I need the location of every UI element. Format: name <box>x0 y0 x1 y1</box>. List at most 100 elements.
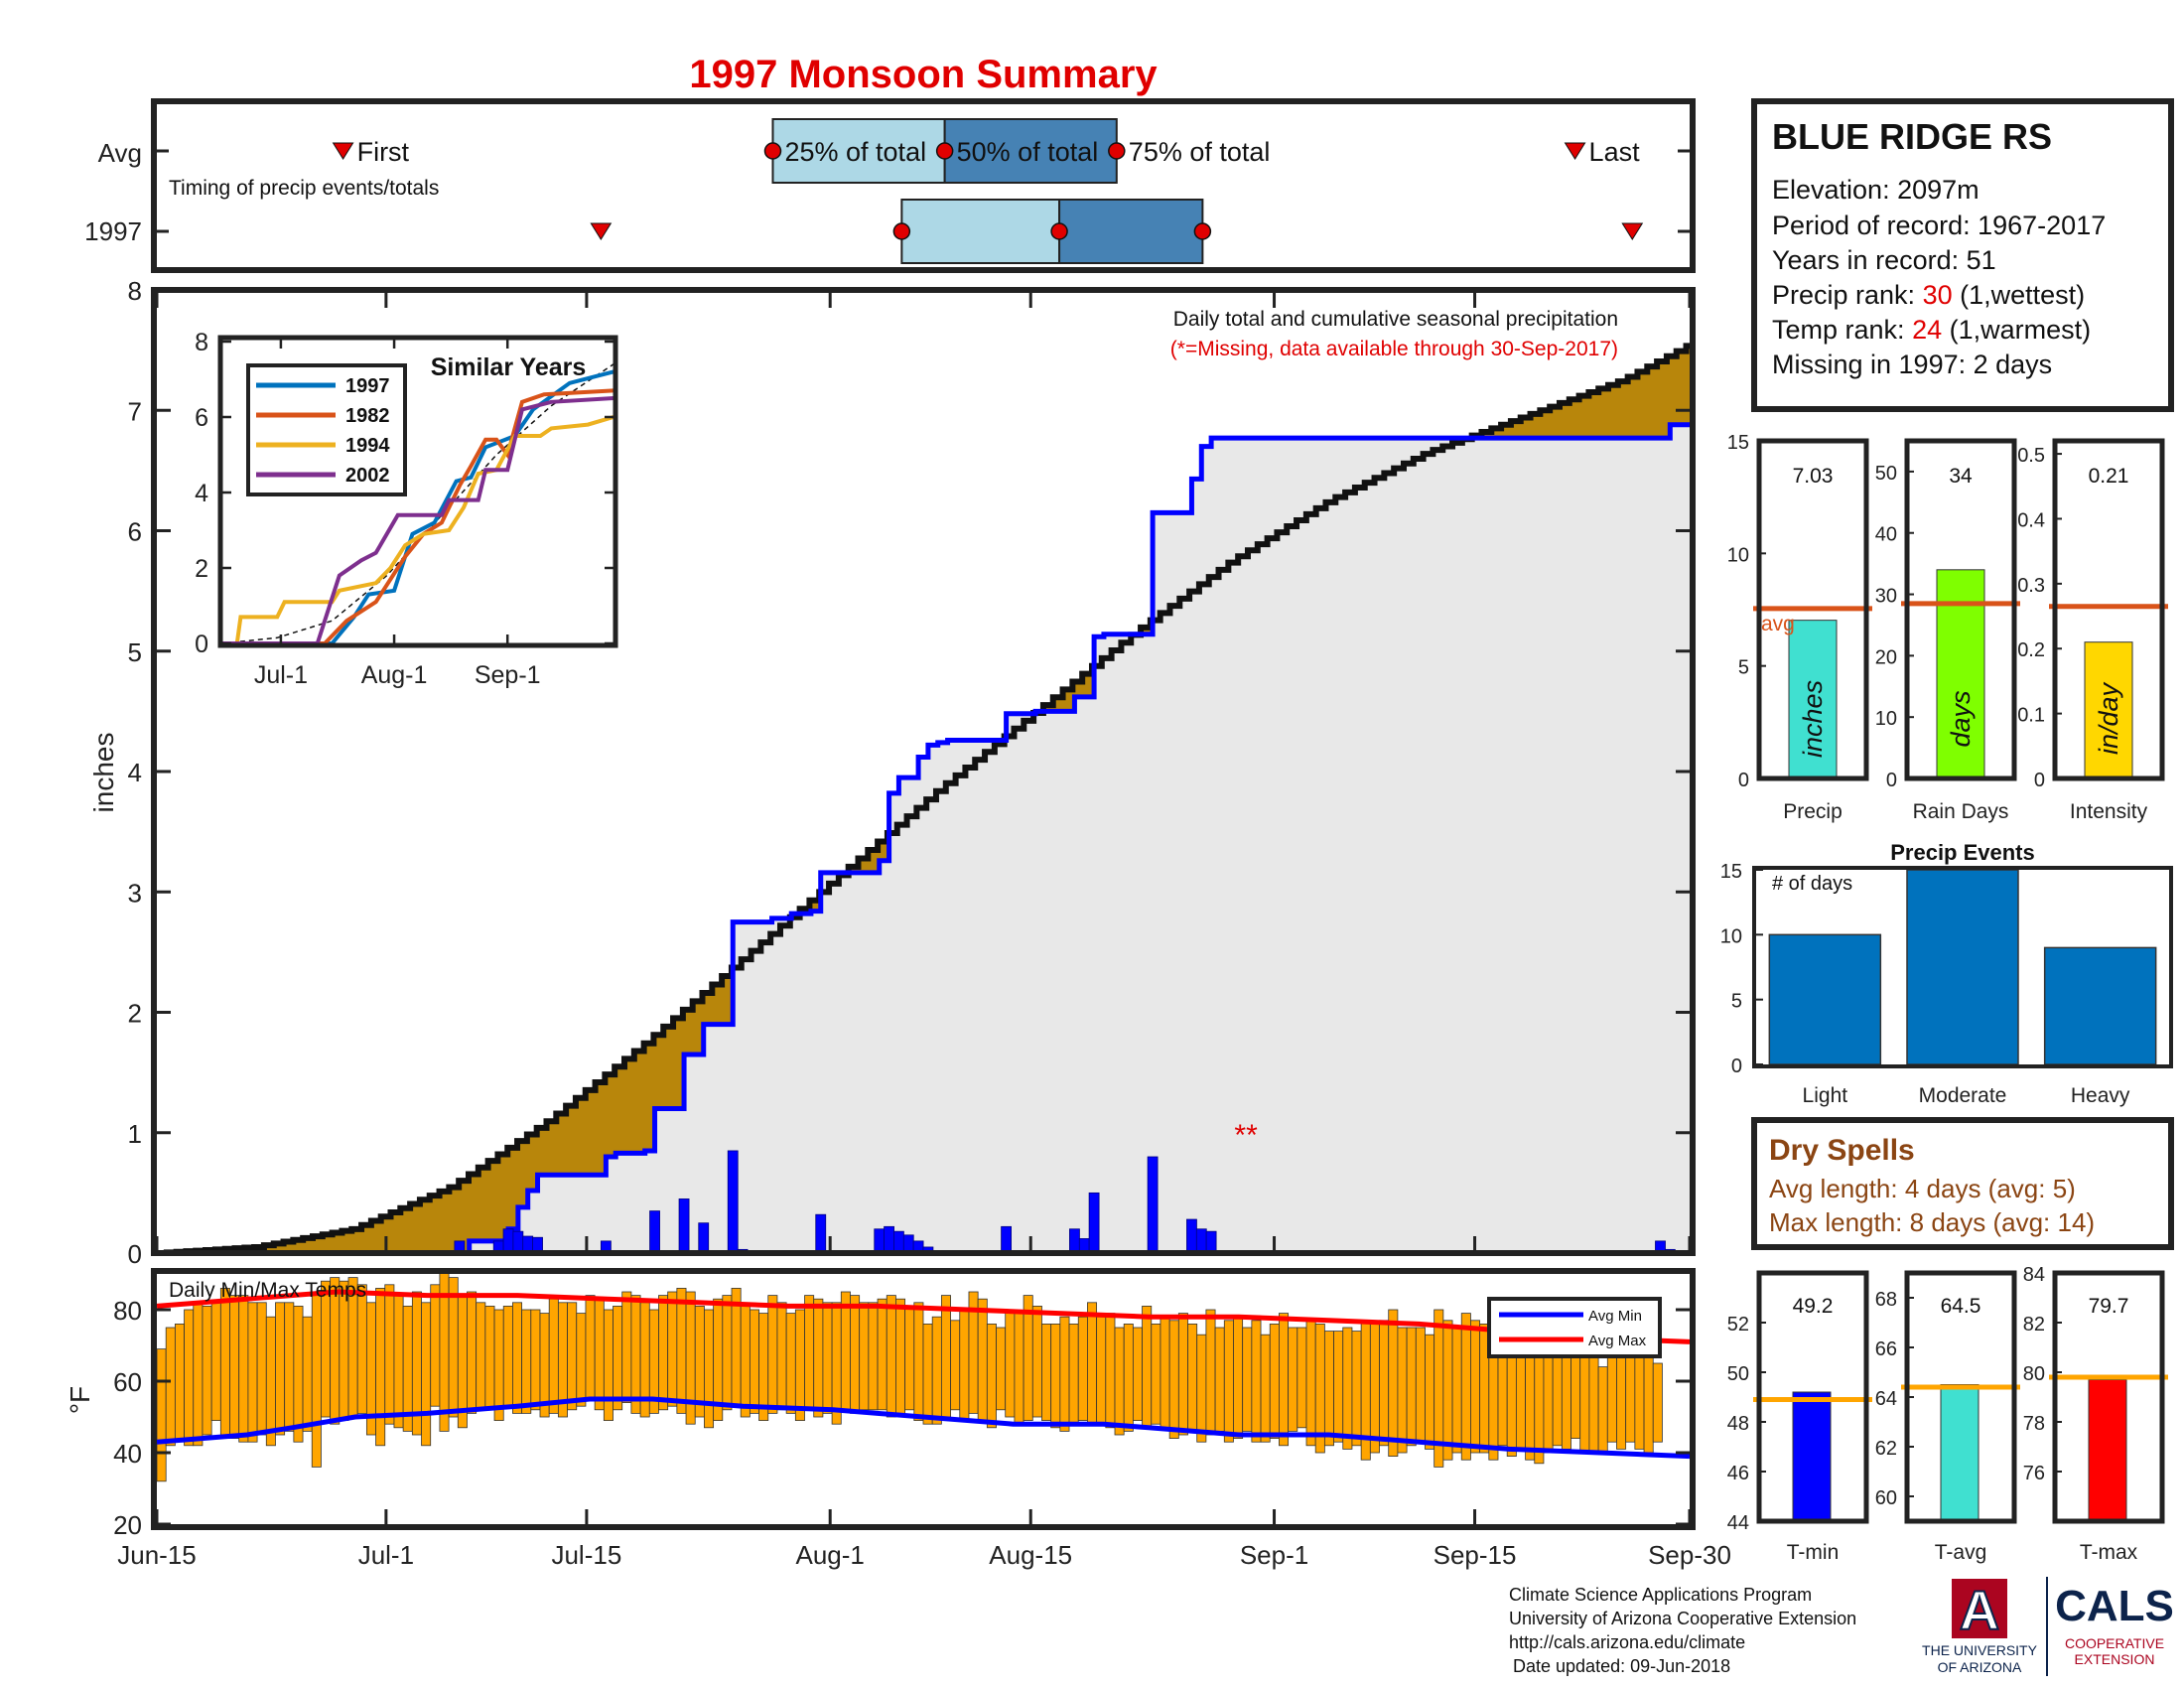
temp-summary-bar-2 <box>2088 1379 2127 1522</box>
season-label-1: Rain Days <box>1913 800 2009 823</box>
temp-summary-ytick-label-0-3: 50 <box>1727 1363 1749 1385</box>
date-tick-label-0: Jun-15 <box>117 1540 197 1570</box>
temp-range-bar-133 <box>1369 1324 1380 1454</box>
temp-range-bar-6 <box>210 1302 221 1422</box>
temp-range-bar-2 <box>174 1324 185 1443</box>
timing-1997-q25-dot <box>892 222 911 240</box>
temp-range-bar-65 <box>749 1309 759 1414</box>
station-years: Years in record: 51 <box>1772 245 1996 275</box>
daily-precip-bar-27 <box>1088 1192 1100 1254</box>
temp-range-bar-33 <box>457 1295 468 1429</box>
inset-ytick-label-4: 4 <box>195 480 208 507</box>
season-ytick-label-0-3: 15 <box>1727 432 1749 454</box>
footer-line-2: University of Arizona Cooperative Extens… <box>1509 1609 1856 1628</box>
temp-range-bar-57 <box>676 1288 687 1414</box>
temp-range-bar-1 <box>165 1327 176 1447</box>
temp-summary-label-2: T-max <box>2080 1541 2138 1564</box>
station-precip-rank: Precip rank: 30 (1,wettest) <box>1772 280 2085 310</box>
temp-range-bar-130 <box>1342 1327 1353 1450</box>
temp-range-bar-142 <box>1451 1327 1462 1454</box>
avg-max-temp-line <box>156 1289 1691 1344</box>
temp-range-bar-122 <box>1269 1324 1280 1440</box>
cals-logo-line-2: EXTENSION <box>2075 1651 2155 1667</box>
missing-data-marker: ** <box>1234 1119 1258 1152</box>
timing-avg-q50-q75-box <box>943 118 1118 184</box>
footer: Climate Science Applications Program Uni… <box>1509 1585 1856 1676</box>
inset-lines-layer: 0 2 4 6 8 Jul-1 Aug-1 Sep-1 <box>195 329 614 689</box>
temp-range-bar-99 <box>1059 1316 1070 1432</box>
temp-summary-ytick-label-2-0: 76 <box>2023 1463 2045 1484</box>
season-ytick-label-1-4: 40 <box>1875 524 1897 546</box>
dry-spells-box: Dry Spells Avg length: 4 days (avg: 5) M… <box>1751 1117 2174 1250</box>
temp-range-bar-110 <box>1160 1316 1170 1429</box>
avg-min-temp-line <box>156 1396 1691 1460</box>
temp-range-bar-143 <box>1460 1313 1471 1461</box>
temps-ytick-label-60: 60 <box>113 1367 142 1397</box>
season-ytick-label-1-3: 30 <box>1875 586 1897 608</box>
temp-range-bar-71 <box>804 1295 815 1411</box>
temp-range-bar-32 <box>448 1277 459 1418</box>
temp-range-bar-100 <box>1068 1324 1079 1425</box>
timing-avg-last-marker <box>1564 142 1586 160</box>
season-value-2: 0.21 <box>2089 465 2129 488</box>
station-elevation: Elevation: 2097m <box>1772 175 1979 205</box>
temp-range-bar-9 <box>238 1295 249 1443</box>
inset-series-line-1994 <box>222 415 614 645</box>
temp-range-bar-84 <box>922 1324 933 1425</box>
temp-range-bar-131 <box>1351 1331 1362 1447</box>
timing-avg-q75-label: 75% of total <box>1129 137 1271 167</box>
temp-range-bar-4 <box>193 1302 204 1447</box>
timing-1997-q75-dot <box>1193 222 1212 240</box>
season-ytick-label-2-4: 0.4 <box>2017 509 2045 531</box>
temp-range-bar-137 <box>1406 1327 1417 1447</box>
cals-logo: CALS COOPERATIVE EXTENSION <box>2055 1582 2174 1667</box>
inset-ytick-label-6: 6 <box>195 404 208 432</box>
temp-range-bar-117 <box>1223 1320 1234 1443</box>
timing-row-label-avg: Avg <box>98 138 142 168</box>
date-tick-label-7: Sep-30 <box>1648 1540 1731 1570</box>
inset-ytick-label-8: 8 <box>195 329 208 356</box>
temp-range-bar-124 <box>1288 1327 1298 1432</box>
season-unit-1: days <box>1946 690 1976 747</box>
temp-range-bar-39 <box>512 1302 523 1414</box>
temp-range-bar-76 <box>850 1295 861 1414</box>
temp-range-bar-112 <box>1177 1313 1188 1436</box>
season-frame-1 <box>1904 438 2017 781</box>
temps-ytick-label-20: 20 <box>113 1510 142 1540</box>
season-unit-2: in/day <box>2094 681 2123 755</box>
season-label-2: Intensity <box>2070 800 2148 823</box>
ua-logo-block <box>1952 1579 2007 1638</box>
season-ytick-label-1-0: 0 <box>1886 770 1897 791</box>
temp-range-bar-82 <box>904 1306 915 1411</box>
temp-range-bar-38 <box>502 1306 513 1407</box>
dry-spells-max: Max length: 8 days (avg: 14) <box>1769 1207 2095 1237</box>
daily-precip-bar-30 <box>1186 1218 1197 1254</box>
missing-note: (*=Missing, data available through 30-Se… <box>1170 338 1618 360</box>
cumulative-ytick-label-4: 4 <box>128 758 142 787</box>
temp-range-bar-106 <box>1123 1324 1134 1432</box>
temp-range-bar-90 <box>977 1298 988 1421</box>
date-tick-label-1: Jul-1 <box>358 1540 414 1570</box>
temp-range-bar-152 <box>1543 1351 1554 1454</box>
temp-range-bar-56 <box>667 1291 678 1407</box>
date-axis-labels: Jun-15 Jul-1 Jul-15 Aug-1 Aug-15 Sep-1 Sep-15 S… <box>117 1509 1731 1570</box>
season-ytick-label-0-0: 0 <box>1738 770 1749 791</box>
events-frame <box>1752 866 2173 1068</box>
temp-range-bar-139 <box>1425 1334 1435 1450</box>
cumulative-ylabel: inches <box>88 733 119 813</box>
events-ytick-label-5: 5 <box>1731 991 1742 1013</box>
timing-row-label-year: 1997 <box>84 216 142 246</box>
temp-range-bar-3 <box>184 1309 195 1447</box>
temp-range-bar-15 <box>293 1306 304 1443</box>
station-info-box: BLUE RIDGE RS Elevation: 2097m Period of… <box>1751 98 2174 412</box>
cumulative-ytick-label-2: 2 <box>128 999 142 1029</box>
event-label-heavy: Heavy <box>2071 1084 2130 1107</box>
season-avg-label-0: avg <box>1761 613 1795 635</box>
daily-precip-bar-10 <box>678 1198 690 1254</box>
daily-precip-bar-2 <box>502 1228 514 1254</box>
daily-precip-bar-16 <box>874 1228 886 1254</box>
season-ytick-label-1-2: 20 <box>1875 646 1897 668</box>
temps-ytick-label-40: 40 <box>113 1439 142 1469</box>
temp-range-bar-136 <box>1397 1327 1408 1454</box>
